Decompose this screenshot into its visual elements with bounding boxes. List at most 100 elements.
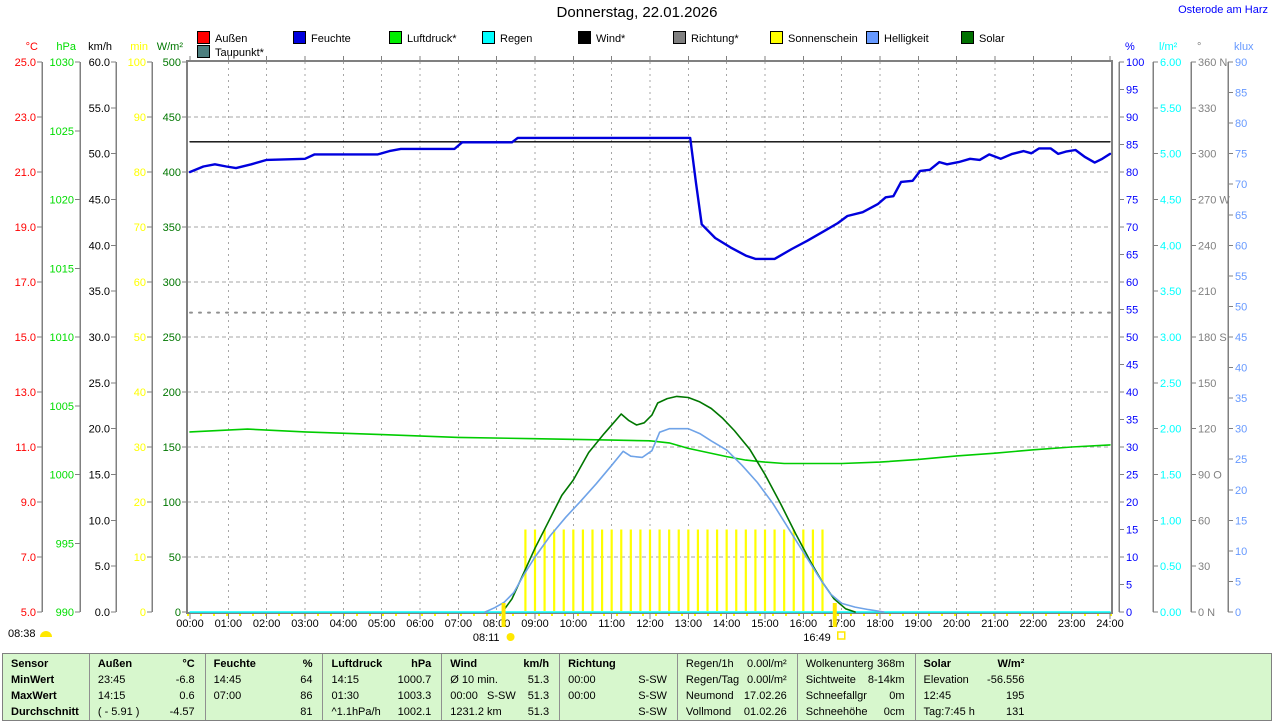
- table-cell: Regen/Tag 0.00l/m²: [678, 672, 797, 688]
- cell-value: %: [302, 658, 313, 670]
- tick-label-hPa: 1000: [50, 470, 74, 482]
- table-cell: 81: [206, 704, 323, 720]
- table-cell: Elevation -56.556: [916, 672, 1035, 688]
- tick-label-%: 40: [1126, 387, 1138, 399]
- tick-label-min: 70: [134, 222, 146, 234]
- cell-label: Luftdruck: [331, 658, 383, 670]
- legend-label: Feuchte: [311, 33, 351, 45]
- tick-label-klux: 30: [1235, 424, 1247, 436]
- sunset-marker: [832, 603, 837, 627]
- cell-label: Sichtweite: [805, 674, 856, 686]
- table-cell: Sichtweite 8-14km: [798, 672, 915, 688]
- tick-label-km/h: 15.0: [89, 470, 110, 482]
- legend-label: Sonnenschein: [788, 33, 858, 45]
- weather-chart: 25.0 23.0 21.0 19.0 17.0 15.0 13.0 11.0 9.0 7.0 5.…: [15, 41, 1254, 644]
- tick-label-%: 25: [1126, 470, 1138, 482]
- axis-unit-°: °: [1197, 41, 1201, 53]
- legend-color-chip: [578, 31, 591, 44]
- sunshine-bar: [562, 529, 565, 611]
- cell-value: 195: [1006, 690, 1025, 702]
- legend-item-richtung: Richtung*: [673, 31, 739, 45]
- tick-label-klux: 50: [1235, 301, 1247, 313]
- time-label: 15:00: [751, 618, 779, 630]
- series-helligkeit: [484, 427, 885, 613]
- legend-item-luftdruck: Luftdruck*: [389, 31, 457, 45]
- tick-label-hPa: 1010: [50, 332, 74, 344]
- sunshine-bar: [687, 529, 690, 611]
- tick-label-%: 10: [1126, 552, 1138, 564]
- tick-label-%: 20: [1126, 497, 1138, 509]
- sunshine-bar: [668, 529, 671, 611]
- tick-label-min: 0: [140, 607, 146, 619]
- table-cell: 00:00 S-SW 51.3: [442, 688, 559, 704]
- sunshine-bar: [792, 529, 795, 611]
- tick-label-hPa: 1030: [50, 57, 74, 69]
- sunshine-bar: [629, 529, 632, 611]
- tick-label-°C: 15.0: [15, 332, 36, 344]
- time-label: 10:00: [560, 618, 588, 630]
- tick-label-min: 100: [128, 57, 146, 69]
- tick-label-°: 240: [1198, 240, 1216, 252]
- tick-label-hPa: 1015: [50, 263, 74, 275]
- sunrise-time-label: 08:11: [473, 632, 500, 644]
- tick-label-l/m²: 0.50: [1160, 561, 1181, 573]
- tick-label-l/m²: 6.00: [1160, 57, 1181, 69]
- tick-label-°: 0 N: [1198, 607, 1215, 619]
- time-label: 23:00: [1058, 618, 1086, 630]
- cell-value: 86: [300, 690, 313, 702]
- sunrise-marker: [501, 603, 506, 627]
- tick-label-klux: 45: [1235, 332, 1247, 344]
- table-column-1: Außen °C 23:45 -6.8 14:15 0.6 ( - 5.91 ) -4.57: [88, 654, 205, 720]
- cell-label: 01:30: [331, 690, 360, 702]
- table-column-5: Richtung 00:00 S-SW 00:00 S-SW S-SW: [559, 654, 677, 720]
- cell-label: 00:00: [568, 674, 596, 686]
- time-label: 21:00: [981, 618, 1009, 630]
- series-luftdruck: [189, 428, 1111, 465]
- tick-label-klux: 20: [1235, 485, 1247, 497]
- legend-color-chip: [961, 31, 974, 44]
- cell-value: 64: [300, 674, 313, 686]
- tick-label-°: 360 N: [1198, 57, 1227, 69]
- table-cell: Ø 10 min. 51.3: [442, 672, 559, 688]
- cell-label: Wind: [450, 658, 478, 670]
- tick-label-km/h: 45.0: [89, 195, 110, 207]
- cell-label: Feuchte: [213, 658, 256, 670]
- cell-value: -4.57: [169, 706, 195, 718]
- cell-label: Außen: [97, 658, 133, 670]
- table-cell: Wolkenunterg 368m: [798, 656, 915, 672]
- tick-label-hPa: 1005: [50, 401, 74, 413]
- tick-label-l/m²: 3.50: [1160, 286, 1181, 298]
- summary-table: Sensor MinWert MaxWert Durchschnitt Außen °C 2…: [2, 653, 1272, 721]
- time-label: 08:00: [483, 618, 511, 630]
- cell-value: °C: [182, 658, 195, 670]
- table-cell: Schneehöhe 0cm: [798, 704, 915, 720]
- tick-label-km/h: 30.0: [89, 332, 110, 344]
- tick-label-min: 40: [134, 387, 146, 399]
- rising-sun-icon: [39, 631, 52, 637]
- cell-value: -56.556: [987, 674, 1025, 686]
- tick-label-%: 15: [1126, 525, 1138, 537]
- tick-label-l/m²: 5.50: [1160, 103, 1181, 115]
- cell-label: Vollmond: [685, 706, 732, 718]
- tick-label-%: 30: [1126, 442, 1138, 454]
- tick-label-hPa: 1025: [50, 126, 74, 138]
- axis-unit-l/m²: l/m²: [1159, 41, 1178, 53]
- tick-label-%: 35: [1126, 415, 1138, 427]
- legend-color-chip: [293, 31, 306, 44]
- table-column-8: Solar W/m² Elevation -56.556 12:45 195 Tag:7:4…: [914, 654, 1035, 720]
- legend-item-taupunkt: Taupunkt*: [197, 45, 264, 59]
- tick-label-°C: 19.0: [15, 222, 36, 234]
- tick-label-klux: 25: [1235, 454, 1247, 466]
- table-cell: 00:00 S-SW: [560, 688, 677, 704]
- tick-label-klux: 70: [1235, 179, 1247, 191]
- sunshine-bar: [553, 529, 556, 611]
- cell-value: 01.02.26: [743, 706, 787, 718]
- cell-value: 368m: [877, 658, 905, 670]
- tick-label-W/m²: 450: [163, 112, 181, 124]
- tick-label-°: 150: [1198, 378, 1216, 390]
- station-link[interactable]: Osterode am Harz: [1178, 4, 1268, 16]
- tick-label-%: 50: [1126, 332, 1138, 344]
- cell-value: -6.8: [175, 674, 195, 686]
- cell-value: 0.6: [179, 690, 195, 702]
- cell-value: hPa: [411, 658, 432, 670]
